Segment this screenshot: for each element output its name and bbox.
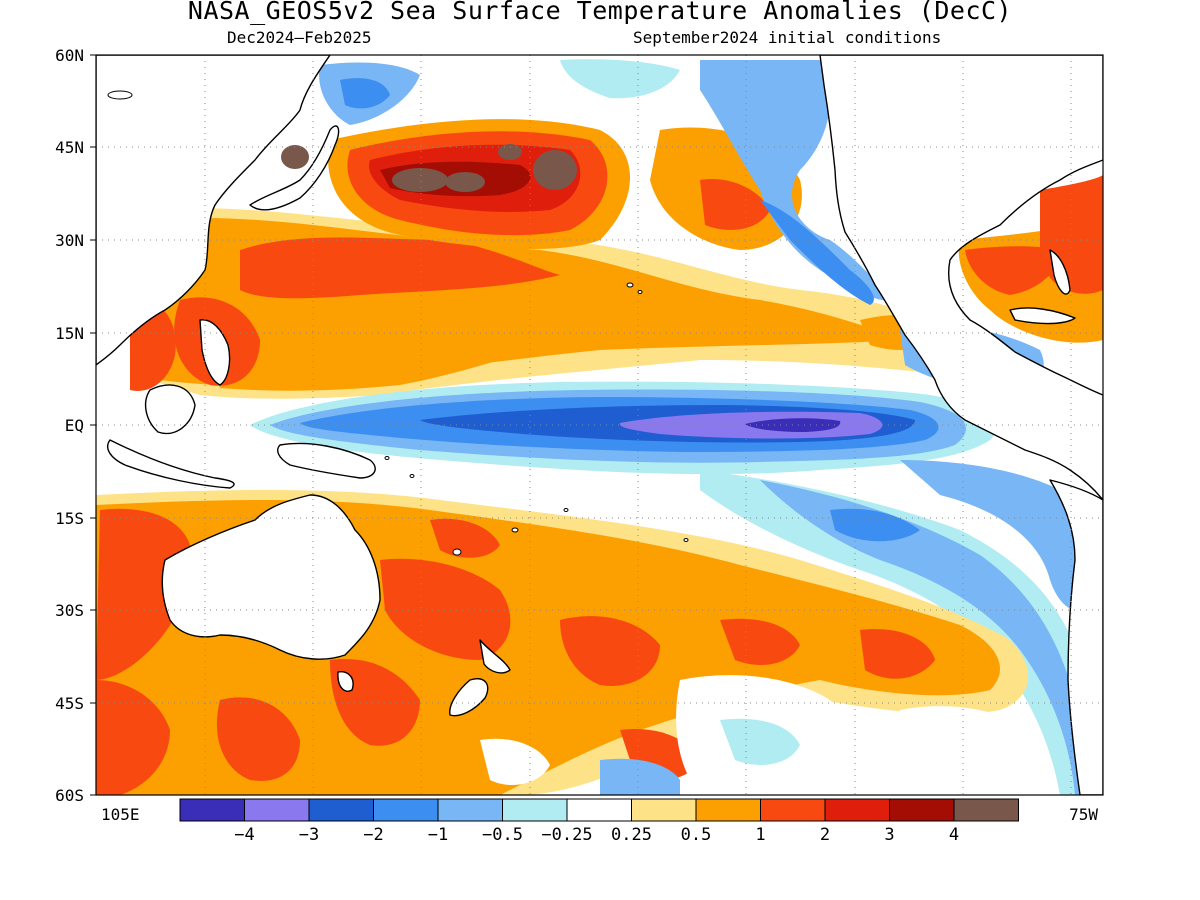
colorbar-swatch xyxy=(566,798,632,822)
lon-label-right: 75W xyxy=(1069,805,1098,824)
new-guinea xyxy=(277,442,376,479)
tasmania xyxy=(337,671,354,692)
colorbar-label: 2 xyxy=(820,825,830,845)
north-america xyxy=(819,55,1103,501)
colorbar-swatch xyxy=(631,798,697,822)
lat-label-60n: 60N xyxy=(55,46,84,65)
colorbar-label: 0.5 xyxy=(681,825,712,845)
anomaly-field xyxy=(96,55,1103,795)
florida xyxy=(1049,249,1071,295)
cuba xyxy=(1009,307,1076,325)
land-masses xyxy=(96,55,1103,795)
colorbar-swatch xyxy=(244,798,310,822)
new-zealand-south xyxy=(449,678,489,717)
colorbar-swatch xyxy=(179,798,245,822)
lat-label-15n: 15N xyxy=(55,324,84,343)
colorbar-label: 1 xyxy=(755,825,765,845)
colorbar-swatch xyxy=(373,798,439,822)
lon-label-left: 105E xyxy=(101,805,140,824)
colorbar: −4 −3 −2 −1 −0.5 −0.25 0.25 0.5 1 2 3 4 xyxy=(179,798,1019,845)
colorbar-label: 4 xyxy=(949,825,959,845)
colorbar-swatch xyxy=(953,798,1019,822)
pacific-islands xyxy=(107,90,689,556)
lat-labels: 60N 45N 30N 15N EQ 15S 30S 45S 60S xyxy=(55,46,84,805)
forecast-period: Dec2024–Feb2025 xyxy=(227,28,372,47)
lat-label-60s: 60S xyxy=(55,786,84,805)
colorbar-swatch xyxy=(889,798,955,822)
south-america xyxy=(1049,479,1103,795)
asia-mainland xyxy=(96,55,331,366)
colorbar-swatch xyxy=(695,798,761,822)
lat-label-15s: 15S xyxy=(55,509,84,528)
new-zealand-north xyxy=(479,639,511,674)
colorbar-label: −1 xyxy=(428,825,448,845)
lat-label-30s: 30S xyxy=(55,601,84,620)
lat-label-45n: 45N xyxy=(55,138,84,157)
colorbar-swatch xyxy=(308,798,374,822)
colorbar-swatch xyxy=(824,798,890,822)
north-pacific-warm-region xyxy=(130,58,1103,399)
initial-conditions: September2024 initial conditions xyxy=(633,28,942,47)
map-title: NASA_GEOS5v2 Sea Surface Temperature Ano… xyxy=(187,0,1013,25)
colorbar-label: −0.25 xyxy=(541,825,592,845)
colorbar-label: 3 xyxy=(884,825,894,845)
philippines xyxy=(199,319,231,386)
colorbar-label: −4 xyxy=(234,825,254,845)
equatorial-cold-tongue xyxy=(250,381,1103,795)
lat-label-45s: 45S xyxy=(55,694,84,713)
colorbar-label: −3 xyxy=(299,825,319,845)
lat-label-eq: EQ xyxy=(65,416,84,435)
colorbar-swatch xyxy=(437,798,503,822)
japan xyxy=(249,125,340,211)
colorbar-swatch xyxy=(760,798,826,822)
colorbar-label: −2 xyxy=(363,825,383,845)
south-pacific-neutral-patches xyxy=(480,675,1034,795)
lat-ticks xyxy=(90,54,96,796)
colorbar-swatch xyxy=(502,798,568,822)
australia xyxy=(161,494,381,660)
colorbar-label: 0.25 xyxy=(611,825,652,845)
colorbar-label: −0.5 xyxy=(482,825,523,845)
borneo xyxy=(144,384,196,435)
sumatra-java xyxy=(107,439,235,489)
lat-label-30n: 30N xyxy=(55,231,84,250)
